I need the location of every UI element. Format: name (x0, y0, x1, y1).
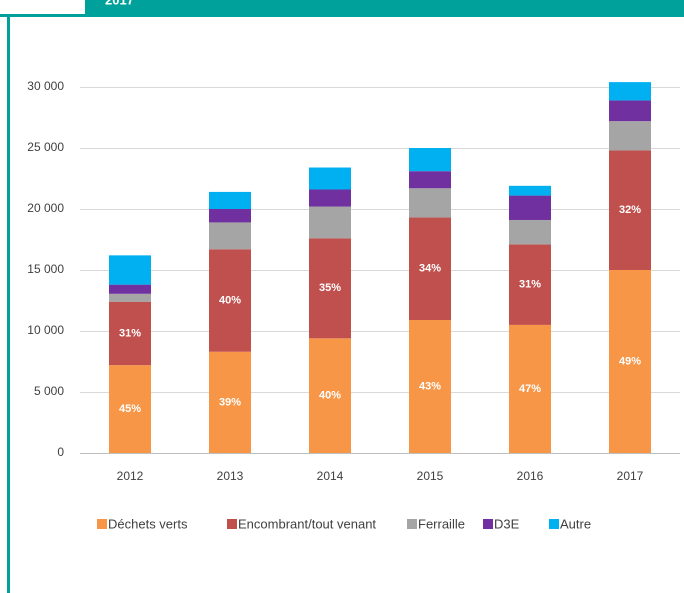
bar-segment (609, 100, 651, 122)
data-label: 45% (119, 403, 141, 415)
data-label: 40% (319, 390, 341, 402)
bar-segment (509, 195, 551, 220)
y-tick-label: 10 000 (27, 323, 64, 337)
bar-segment (409, 320, 451, 453)
data-label: 35% (319, 282, 341, 294)
x-tick-label: 2012 (117, 469, 144, 483)
x-tick-label: 2017 (617, 469, 644, 483)
x-tick-label: 2013 (217, 469, 244, 483)
bar-segment (509, 219, 551, 245)
bar-segment (209, 249, 251, 352)
bar-segment (109, 365, 151, 453)
data-label: 34% (419, 263, 441, 275)
bar-segment (309, 338, 351, 453)
bar-segment (109, 255, 151, 285)
data-label: 39% (219, 396, 241, 408)
bar-segment (209, 222, 251, 250)
x-tick-label: 2015 (417, 469, 444, 483)
bar-segment (409, 217, 451, 321)
legend-label: D3E (494, 516, 520, 531)
y-tick-label: 15 000 (27, 262, 64, 276)
bar-segment (409, 171, 451, 189)
y-tick-label: 30 000 (27, 79, 64, 93)
header-band (85, 0, 684, 15)
bar-segment (509, 244, 551, 325)
data-label: 40% (219, 294, 241, 306)
data-label: 47% (519, 383, 541, 395)
bar-segment (109, 301, 151, 366)
bar-segment (309, 206, 351, 239)
y-tick-label: 0 (57, 445, 64, 459)
legend-swatch (97, 519, 107, 529)
data-label: 31% (119, 327, 141, 339)
x-tick-label: 2014 (317, 469, 344, 483)
data-label: 32% (619, 204, 641, 216)
y-tick-label: 20 000 (27, 201, 64, 215)
bar-segment (609, 150, 651, 270)
legend-swatch (549, 519, 559, 529)
legend-swatch (407, 519, 417, 529)
legend-label: Autre (560, 516, 591, 531)
x-tick-label: 2016 (517, 469, 544, 483)
legend-label: Déchets verts (108, 516, 188, 531)
legend-label: Encombrant/tout venant (238, 516, 376, 531)
bar-segment (209, 191, 251, 209)
bar-segment (309, 238, 351, 339)
bar-segment (209, 351, 251, 453)
bar-segment (509, 324, 551, 453)
bar-segment (209, 209, 251, 223)
data-label: 43% (419, 380, 441, 392)
bar-segment (509, 185, 551, 196)
bar-segment (109, 293, 151, 302)
bar-segment (309, 167, 351, 190)
bar-segment (409, 188, 451, 218)
y-tick-label: 5 000 (34, 384, 64, 398)
header-title: 2017 (105, 0, 134, 7)
data-label: 49% (619, 355, 641, 367)
legend-swatch (483, 519, 493, 529)
legend-label: Ferraille (418, 516, 465, 531)
legend-swatch (227, 519, 237, 529)
bar-segment (609, 121, 651, 151)
bar-segment (609, 270, 651, 453)
bar-segment (309, 189, 351, 207)
data-label: 31% (519, 279, 541, 291)
bar-segment (609, 82, 651, 101)
bar-segment (109, 284, 151, 294)
y-tick-label: 25 000 (27, 140, 64, 154)
bar-segment (409, 148, 451, 172)
